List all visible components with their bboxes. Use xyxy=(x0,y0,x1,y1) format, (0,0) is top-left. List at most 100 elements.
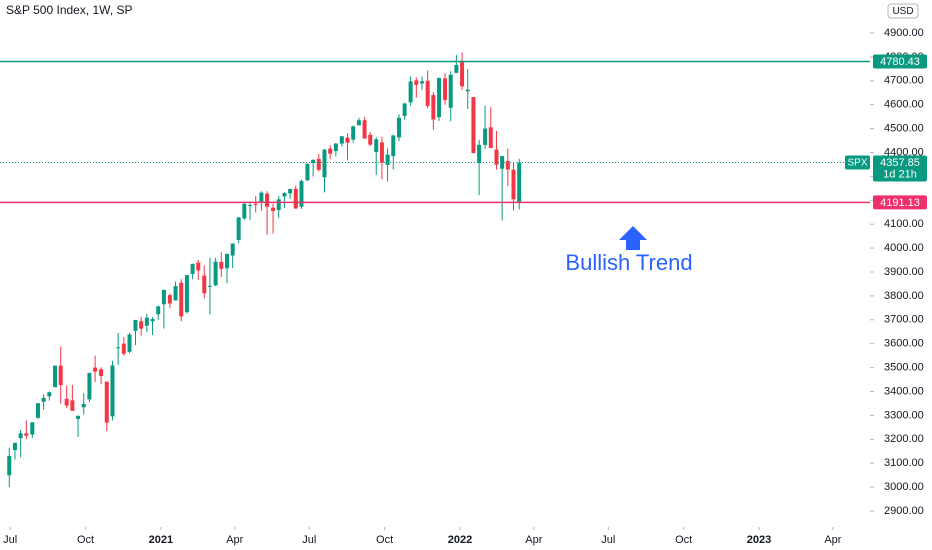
candle-body xyxy=(374,139,379,153)
candle-body xyxy=(339,136,344,144)
y-tick-label: 4500.00 xyxy=(884,122,924,134)
annotation: Bullish Trend xyxy=(565,250,692,275)
candle-body xyxy=(12,442,17,451)
y-tick-label: 4400.00 xyxy=(884,146,924,158)
candle-body xyxy=(156,306,161,315)
candle-body xyxy=(202,275,207,294)
candle-body xyxy=(276,199,281,211)
candle-body xyxy=(419,81,424,84)
price-label: 4191.13 xyxy=(880,197,920,209)
candle-body xyxy=(30,422,35,435)
y-tick-label: 3300.00 xyxy=(884,409,924,421)
symbol-tag: SPX xyxy=(847,158,867,169)
current-price-box xyxy=(873,155,927,182)
candle-body xyxy=(396,117,401,138)
candle-body xyxy=(104,381,109,423)
y-tick-label: 4700.00 xyxy=(884,75,924,87)
y-tick-label: 4100.00 xyxy=(884,218,924,230)
candle-body xyxy=(477,144,482,163)
candle-body xyxy=(288,189,293,194)
candle-body xyxy=(305,163,310,181)
candle-body xyxy=(316,158,321,170)
candle-body xyxy=(408,81,413,103)
candle-body xyxy=(362,120,367,139)
x-tick-label: 2023 xyxy=(747,534,771,546)
candle-body xyxy=(465,89,470,92)
y-tick-label: 3400.00 xyxy=(884,385,924,397)
candle-body xyxy=(511,169,516,200)
x-tick-label: Jul xyxy=(601,534,615,546)
candle-body xyxy=(93,367,98,372)
candle-body xyxy=(437,77,442,118)
candle-body xyxy=(483,128,488,145)
x-tick-label: 2021 xyxy=(149,534,173,546)
candle-body xyxy=(64,398,69,406)
y-tick-label: 4600.00 xyxy=(884,99,924,111)
candle-body xyxy=(47,392,52,397)
candle-body xyxy=(454,65,459,73)
candle-body xyxy=(488,127,493,148)
x-tick-label: Apr xyxy=(525,534,542,546)
candle-body xyxy=(179,282,184,317)
candle-body xyxy=(53,365,58,388)
candle-body xyxy=(443,78,448,100)
candle-body xyxy=(271,207,276,212)
y-tick-label: 2900.00 xyxy=(884,505,924,517)
symbol-tag-box xyxy=(845,155,870,170)
candle-body xyxy=(311,159,316,163)
y-tick-label: 3200.00 xyxy=(884,433,924,445)
candle-body xyxy=(242,203,247,219)
candle-body xyxy=(196,262,201,271)
candle-body xyxy=(70,400,75,411)
x-tick-label: Apr xyxy=(824,534,841,546)
candle-body xyxy=(351,126,356,140)
x-tick-label: Oct xyxy=(675,534,692,546)
candle-body xyxy=(121,343,126,354)
candle-body xyxy=(184,275,189,313)
candle-body xyxy=(259,192,264,203)
current-price: 4357.85 xyxy=(880,157,920,169)
candle-body xyxy=(224,254,229,269)
x-tick-label: Jul xyxy=(3,534,17,546)
candle-body xyxy=(299,180,304,207)
candle-body xyxy=(265,193,270,207)
candle-body xyxy=(144,317,149,326)
currency-badge[interactable] xyxy=(887,3,919,19)
price-label: 4780.43 xyxy=(880,56,920,68)
candle-body xyxy=(293,188,298,209)
countdown: 1d 21h xyxy=(883,168,917,180)
candle-body xyxy=(282,193,287,197)
candle-body xyxy=(230,243,235,256)
candle-body xyxy=(41,397,46,402)
candle-body xyxy=(448,74,453,108)
candle-body xyxy=(99,369,104,376)
y-tick-label: 3600.00 xyxy=(884,338,924,350)
y-tick-label: 3800.00 xyxy=(884,290,924,302)
x-tick-label: Oct xyxy=(77,534,94,546)
candle-body xyxy=(24,433,29,436)
candle-body xyxy=(116,347,121,349)
y-tick-label: 3500.00 xyxy=(884,361,924,373)
candle-body xyxy=(161,289,166,305)
candle-body xyxy=(35,403,40,418)
candle-body xyxy=(391,135,396,157)
candle-body xyxy=(236,217,241,240)
y-tick-label: 3000.00 xyxy=(884,481,924,493)
price-label-box xyxy=(873,54,927,69)
candle-body xyxy=(368,134,373,145)
y-tick-label: 3100.00 xyxy=(884,457,924,469)
candle-body xyxy=(322,149,327,178)
y-tick-label: 3700.00 xyxy=(884,314,924,326)
candle-body xyxy=(345,137,350,143)
candle-body xyxy=(402,103,407,116)
x-tick-label: Jul xyxy=(302,534,316,546)
candle-body xyxy=(471,97,476,153)
candle-body xyxy=(431,95,436,120)
x-tick-label: Apr xyxy=(226,534,243,546)
candle-body xyxy=(139,321,144,329)
candle-body xyxy=(150,319,155,322)
currency[interactable]: USD xyxy=(892,6,913,17)
